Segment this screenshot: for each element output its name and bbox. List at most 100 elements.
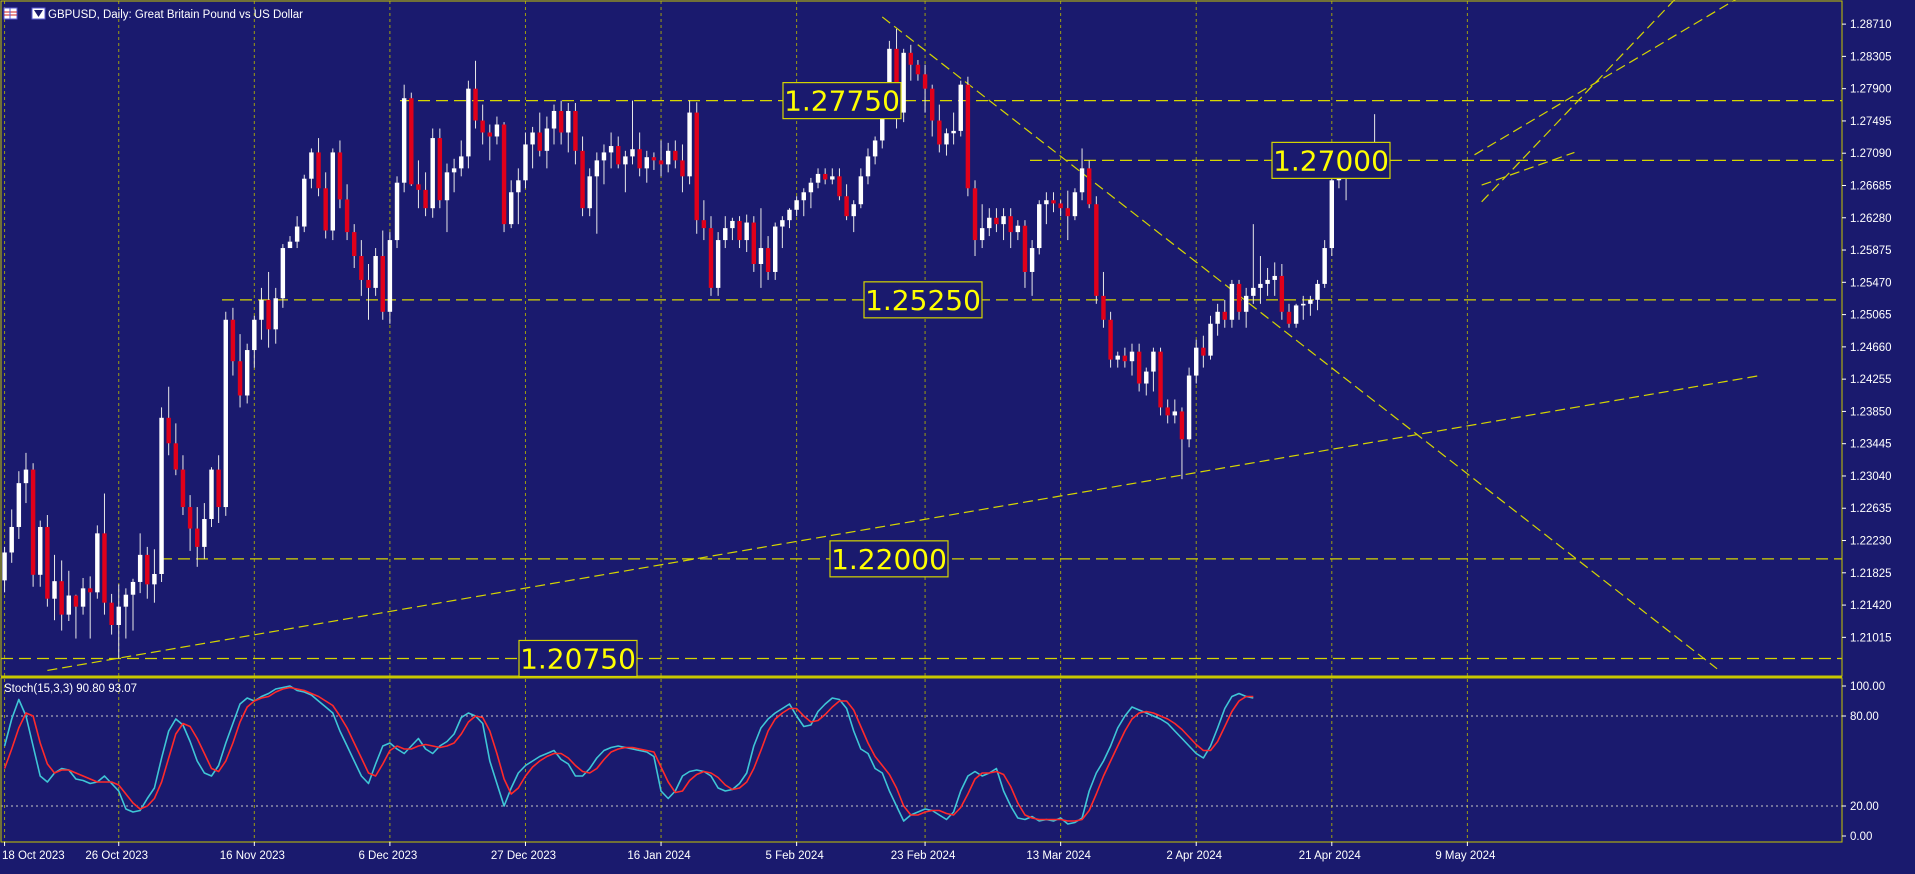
candle (1208, 315, 1213, 360)
candle (180, 455, 186, 516)
bull-candle-body (494, 124, 500, 137)
bear-candle-body (266, 299, 271, 330)
bear-candle-body (637, 149, 642, 169)
bear-candle-body (416, 184, 421, 190)
level-label-text: 1.27000 (1273, 144, 1389, 177)
candle (123, 588, 129, 639)
bear-candle-body (680, 160, 685, 177)
symbol-menu-icon[interactable] (3, 7, 18, 20)
bear-candle-body (1051, 200, 1056, 204)
bear-candle-body (1022, 225, 1028, 272)
bull-candle-body (780, 220, 785, 227)
level-label-1.25250[interactable]: 1.25250 (863, 281, 983, 319)
bull-candle-body (744, 222, 749, 241)
candle (1179, 407, 1185, 480)
bull-candle-body (38, 526, 43, 575)
bull-candle-body (801, 192, 806, 201)
candle (102, 493, 107, 615)
trendline-descending-resistance[interactable] (881, 16, 1718, 670)
stochastic-pane-frame (0, 677, 1843, 843)
bull-candle-body (152, 573, 157, 585)
bull-candle-body (630, 149, 635, 157)
level-label-box[interactable] (1271, 141, 1391, 179)
candle (994, 208, 999, 233)
price-tick-label: 1.27900 (1850, 84, 1892, 96)
trendlines[interactable] (47, 0, 1761, 672)
bear-candle-body (1122, 355, 1128, 362)
price-tick-label: 1.28305 (1850, 51, 1892, 63)
bear-candle-body (751, 222, 757, 264)
bear-candle-body (316, 152, 321, 189)
candle (230, 307, 236, 376)
candle (601, 144, 607, 185)
candle (1308, 295, 1313, 316)
bear-candle-body (765, 248, 771, 272)
date-tick-label: 21 Apr 2024 (1299, 850, 1362, 862)
trendline-channel-upper[interactable] (1474, 0, 1760, 156)
bull-candle-body (430, 138, 435, 209)
bull-candle-body (1315, 283, 1320, 300)
candle (23, 452, 29, 504)
candle (951, 112, 956, 145)
bull-candle-body (1215, 311, 1220, 324)
level-label-1.22000[interactable]: 1.22000 (829, 540, 949, 578)
trendline-wedge-lower[interactable] (1481, 151, 1575, 186)
bull-candle-body (715, 240, 721, 288)
stoch-indicator-label: Stoch(15,3,3) 90.80 93.07 (4, 683, 137, 695)
candle (487, 124, 493, 161)
candle (1301, 295, 1306, 320)
timeframe-icon[interactable] (31, 7, 46, 20)
candle (1229, 279, 1235, 328)
bull-candle-body (958, 84, 963, 131)
candle (1315, 279, 1320, 311)
price-tick-label: 1.25065 (1850, 310, 1892, 322)
level-labels[interactable]: 1.27750 1.27000 1.25250 1.22000 1.20750 (518, 82, 1391, 678)
candle (130, 578, 136, 631)
level-label-1.27750[interactable]: 1.27750 (782, 82, 902, 120)
candle (401, 84, 407, 193)
candle (1258, 256, 1263, 304)
candle (1194, 339, 1199, 384)
candle (459, 140, 464, 177)
candle (872, 136, 878, 165)
trendline-channel-steep[interactable] (1481, 0, 1689, 203)
level-label-box[interactable] (782, 82, 902, 120)
level-label-box[interactable] (518, 639, 638, 678)
level-label-1.20750[interactable]: 1.20750 (518, 639, 638, 678)
level-label-text: 1.25250 (865, 284, 981, 317)
candle (551, 104, 557, 145)
candle (466, 80, 471, 169)
bull-candle-body (523, 144, 528, 181)
level-label-1.27000[interactable]: 1.27000 (1271, 141, 1391, 179)
bull-candle-body (202, 519, 207, 547)
candle (80, 577, 86, 615)
level-label-box[interactable] (829, 540, 949, 578)
candle (359, 240, 364, 296)
candle (309, 148, 314, 189)
bull-candle-body (808, 182, 814, 193)
bull-candle-body (459, 156, 464, 169)
trendline-rising-support[interactable] (47, 374, 1761, 672)
level-label-box[interactable] (863, 281, 983, 319)
bear-candle-body (1058, 203, 1063, 209)
bull-candle-body (1029, 248, 1035, 272)
chart-title: GBPUSD, Daily: Great Britain Pound vs US… (48, 9, 303, 21)
price-tick-label: 1.25470 (1850, 277, 1892, 289)
bull-candle-body (223, 319, 228, 508)
candle (1158, 347, 1163, 416)
bull-candle-body (9, 526, 14, 553)
date-tick-label: 2 Apr 2024 (1166, 850, 1222, 862)
candle (287, 236, 293, 249)
horizontal-levels[interactable] (1, 100, 1842, 660)
candle (1044, 192, 1049, 225)
candle (152, 549, 157, 603)
bear-candle-body (1108, 319, 1113, 360)
candle (523, 132, 528, 189)
bear-candle-body (822, 173, 828, 180)
candle (273, 287, 278, 344)
bull-candle-body (865, 156, 871, 177)
candle (423, 172, 428, 217)
bear-candle-body (708, 228, 714, 288)
